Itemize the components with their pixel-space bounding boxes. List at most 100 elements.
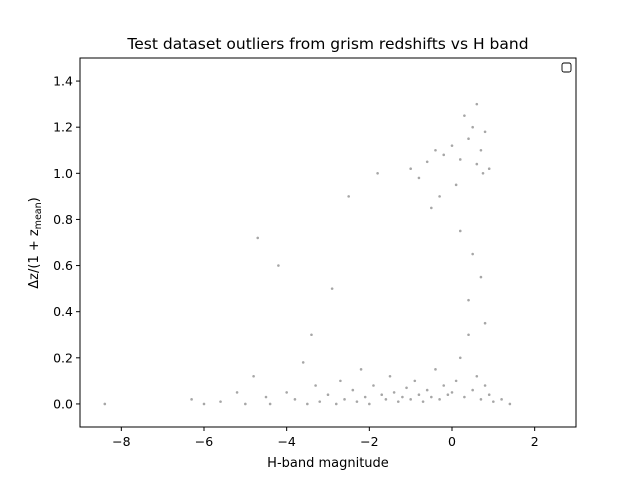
data-point (421, 400, 425, 403)
data-point (446, 393, 450, 397)
data-point (479, 148, 483, 152)
data-point (413, 379, 417, 383)
data-point (202, 402, 206, 406)
data-point (508, 402, 512, 406)
data-point (355, 400, 359, 403)
data-point (479, 398, 483, 401)
data-point (483, 130, 487, 134)
y-tick-label: 0.0 (53, 396, 73, 411)
data-point (463, 395, 466, 399)
y-tick-label: 0.6 (53, 258, 73, 273)
data-point (409, 167, 412, 170)
x-axis-label: H-band magnitude (267, 456, 389, 471)
data-point (392, 391, 396, 394)
data-point (326, 393, 330, 397)
data-point (339, 379, 342, 383)
data-point (285, 391, 288, 394)
data-point (438, 195, 441, 198)
data-point (314, 384, 317, 387)
data-point (425, 160, 429, 164)
data-point (479, 275, 483, 279)
y-tick-label: 1.0 (53, 166, 73, 181)
data-point (347, 195, 350, 198)
data-point (310, 333, 313, 337)
y-tick-label: 1.2 (53, 120, 73, 135)
data-point (483, 321, 487, 325)
data-point (458, 356, 462, 360)
data-point (301, 361, 305, 364)
data-point (264, 395, 268, 399)
data-point (384, 398, 388, 401)
chart-title: Test dataset outliers from grism redshif… (126, 35, 528, 53)
data-point (483, 384, 487, 387)
x-tick-label: −2 (360, 434, 378, 449)
data-point (442, 153, 446, 157)
data-point (458, 158, 462, 161)
data-point (492, 400, 495, 403)
data-point (103, 402, 107, 406)
y-axis-ticks: 0.0 0.2 0.4 0.6 0.8 1.0 1.2 1.4 (53, 74, 80, 411)
data-point (450, 391, 454, 394)
legend-box (561, 62, 572, 73)
data-point (500, 398, 503, 401)
data-point (306, 402, 309, 406)
y-axis-label: Δz/(1 + zmean) (27, 197, 44, 288)
y-tick-label: 1.4 (53, 74, 73, 89)
x-tick-label: 2 (531, 434, 539, 449)
data-point (351, 388, 355, 392)
data-point (475, 162, 479, 166)
data-point (244, 402, 247, 406)
data-point (458, 229, 462, 233)
data-point (318, 400, 322, 403)
y-axis-label-prefix: Δz/(1 + z (27, 229, 42, 289)
data-point (256, 236, 260, 240)
data-point (219, 400, 222, 403)
data-point (430, 206, 433, 210)
x-tick-label: −8 (112, 434, 130, 449)
data-point (343, 398, 346, 401)
x-tick-label: 0 (448, 434, 456, 449)
y-axis-label-subscript: mean (33, 202, 44, 229)
data-point (471, 252, 474, 256)
data-point (405, 386, 408, 390)
data-point (425, 388, 429, 392)
data-point (454, 379, 458, 383)
data-point (463, 114, 466, 117)
data-point (268, 402, 272, 406)
data-point (334, 402, 338, 406)
data-point (417, 393, 421, 397)
data-point (467, 333, 470, 337)
data-point (481, 172, 485, 175)
data-point (359, 368, 363, 371)
data-point (330, 287, 334, 290)
data-point (487, 393, 491, 397)
y-tick-label: 0.2 (53, 350, 73, 365)
y-tick-label: 0.4 (53, 304, 73, 319)
data-point (396, 400, 400, 403)
data-point (368, 402, 371, 406)
data-point (190, 398, 193, 401)
data-point (417, 176, 421, 180)
data-point (401, 395, 404, 399)
x-tick-label: −6 (195, 434, 213, 449)
data-point (442, 384, 446, 387)
data-point (376, 172, 379, 175)
data-point (380, 393, 384, 397)
x-axis-ticks: −8 −6 −4 −2 0 2 (112, 427, 539, 449)
data-point (467, 137, 470, 141)
data-point (467, 298, 470, 302)
data-point (450, 144, 454, 147)
data-point (475, 102, 479, 106)
data-point (430, 395, 433, 399)
data-point (475, 374, 479, 378)
data-point (434, 148, 437, 152)
plot-frame (79, 57, 577, 428)
data-point (438, 398, 441, 401)
x-tick-label: −4 (277, 434, 295, 449)
data-point (235, 391, 239, 394)
data-point (434, 368, 437, 371)
data-point (252, 374, 255, 378)
data-point (372, 384, 375, 387)
y-axis-label-suffix: ) (27, 197, 42, 202)
